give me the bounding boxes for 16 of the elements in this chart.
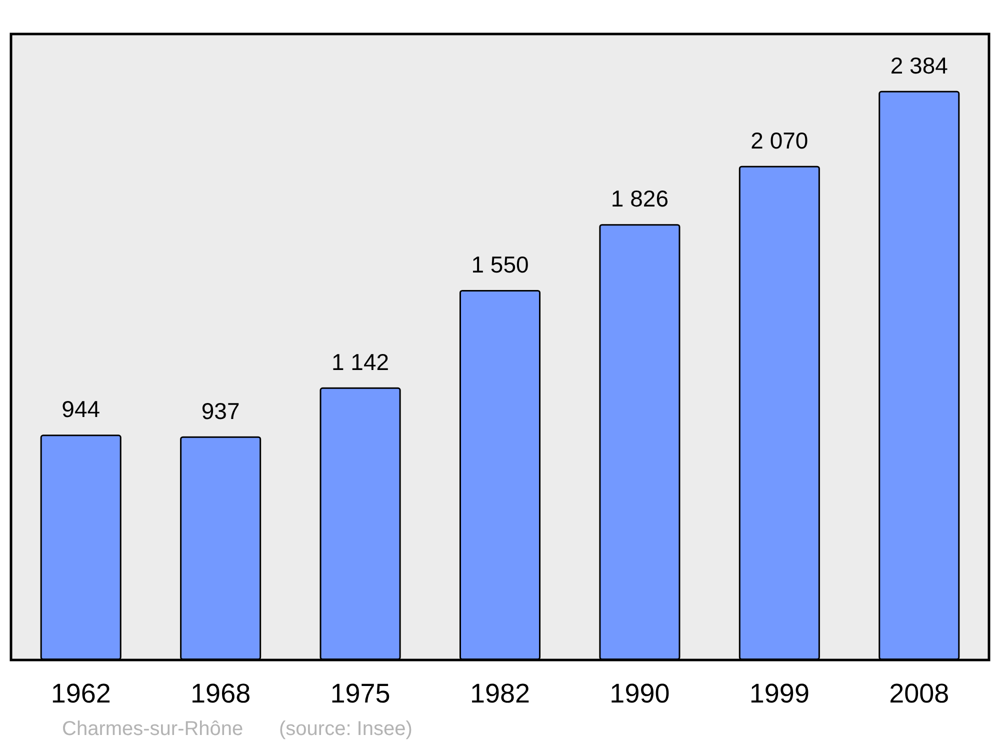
x-tick-label: 2008 [889,678,950,708]
x-tick-label: 1968 [190,678,251,708]
text: (source: Insee) [279,718,412,740]
data-label: 2 070 [750,127,808,154]
data-label: 1 550 [471,251,529,278]
x-tick-label: 1990 [610,678,670,708]
x-tick-label: 1999 [749,678,810,708]
data-label: 2 384 [890,52,948,78]
x-tick-label: 1975 [330,678,390,708]
data-label: 1 142 [332,348,390,375]
data-label: 944 [62,396,100,422]
text: Charmes-sur-Rhône [62,718,244,740]
data-label: 1 826 [610,186,668,212]
x-tick-label: 1962 [50,678,111,708]
data-label: 937 [201,398,240,424]
x-tick-label: 1982 [470,678,530,708]
